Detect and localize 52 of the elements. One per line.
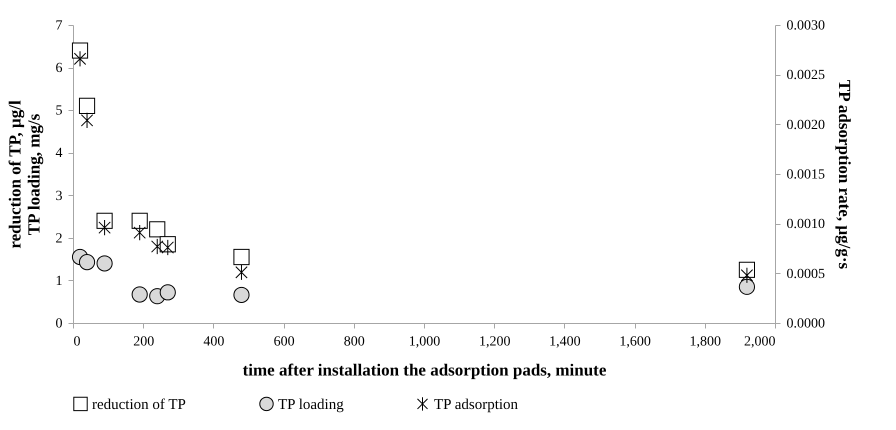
y-tick-label: 7 (56, 18, 62, 34)
point (149, 221, 166, 238)
y2-tick-label: 0.0020 (786, 118, 825, 133)
y-tick-label: 2 (56, 231, 62, 246)
point (233, 248, 250, 266)
x-tick-label: 1,600 (619, 334, 651, 350)
point (80, 112, 94, 128)
point (160, 284, 176, 300)
legend-label: reduction of TP (92, 396, 186, 413)
y-tick-label: 1 (56, 274, 62, 289)
point (74, 50, 86, 67)
point (740, 267, 754, 284)
y-tick-label: 3 (56, 188, 62, 204)
point (233, 286, 250, 303)
y2-tick-label: 0.0015 (786, 168, 825, 182)
y2-tick-label: 0.0025 (786, 68, 825, 84)
y2-tick-label: 0.0010 (786, 217, 825, 232)
y2-tick-label: 0.0005 (786, 266, 825, 282)
point (78, 98, 96, 114)
point (162, 239, 174, 256)
x-tick-label: 1,200 (478, 334, 510, 350)
point (151, 238, 164, 255)
y-tick-label: 4 (56, 146, 62, 162)
point (132, 212, 148, 229)
y-axis-title: reduction of TP, µg/l TP loading, mg/s (6, 100, 44, 249)
y-tick-label: 0 (56, 316, 62, 332)
point (78, 254, 96, 270)
point (132, 286, 148, 303)
x-tick-label: 600 (274, 334, 295, 350)
x-tick-label: 0 (74, 334, 80, 350)
y2-tick-label: 0.0030 (786, 18, 825, 34)
point (235, 264, 248, 280)
x-tick-label: 2,000 (744, 334, 776, 350)
y2-axis-title: TP adsorption rate, µg/g·s (835, 80, 854, 270)
legend-label: TP adsorption (434, 396, 519, 413)
x-tick-label: 400 (203, 334, 224, 350)
point (96, 212, 113, 229)
point (72, 42, 88, 59)
x-tick-label: 200 (133, 334, 154, 350)
x-axis-title: time after installation the adsorption pads, minute (242, 360, 607, 380)
y-tick-label: 6 (56, 61, 62, 76)
point (96, 255, 113, 272)
x-tick-label: 1,000 (408, 334, 440, 350)
y2-tick-label: 0.0000 (786, 316, 825, 332)
point (134, 224, 146, 241)
point (98, 220, 111, 236)
y-tick-label: 5 (56, 104, 62, 119)
x-tick-label: 1,400 (549, 334, 581, 350)
legend-label: TP loading (278, 396, 344, 413)
x-tick-label: 1,800 (690, 334, 722, 350)
x-tick-label: 800 (344, 334, 365, 350)
point (738, 278, 756, 295)
